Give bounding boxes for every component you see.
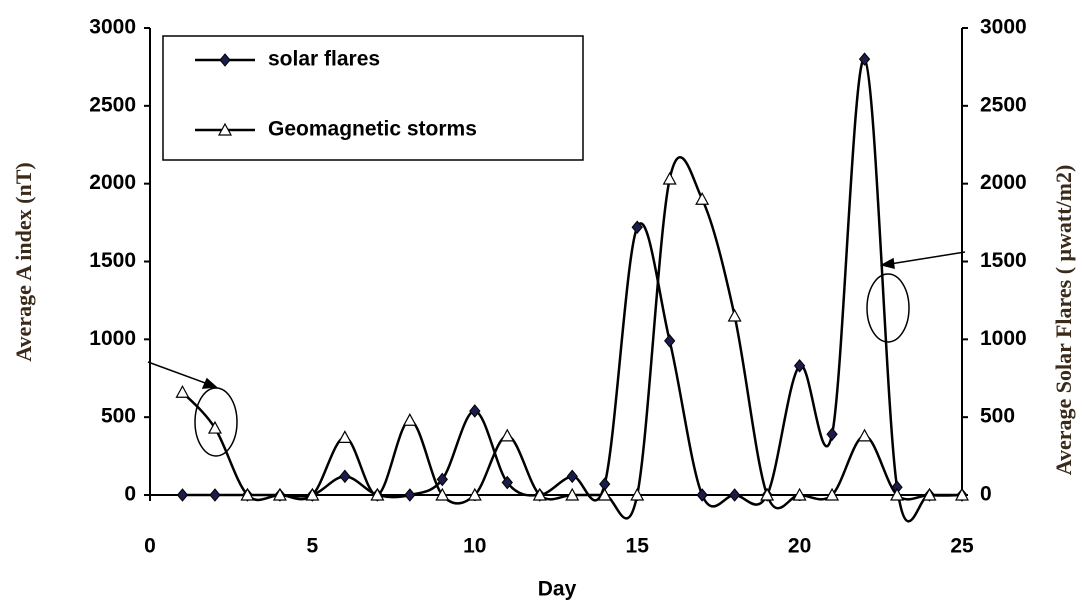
y-tick-label: 3000 [89,16,136,39]
y2-tick-label: 0 [980,483,992,506]
triangle-marker [467,487,482,501]
triangle-marker [337,430,352,444]
y-tick-label: 500 [101,405,136,428]
diamond-marker [501,475,513,490]
x-tick-label: 20 [788,535,811,558]
y-tick-label: 2000 [89,171,136,194]
triangle-marker [217,122,233,136]
diamond-marker [793,359,806,373]
x-tick-label: 15 [626,535,650,558]
legend-box [162,35,584,161]
y-tick-label: 1000 [89,327,136,350]
triangle-marker [402,413,417,426]
annotation-arrow [889,251,966,265]
triangle-marker [922,487,937,501]
x-tick-label: 5 [307,535,319,558]
diamond-marker [631,220,643,235]
triangle-marker [630,487,645,501]
triangle-marker [954,487,970,501]
triangle-marker [792,487,807,501]
triangle-marker [175,385,190,398]
legend-label: solar flares [268,48,380,71]
diamond-marker [404,488,416,502]
diamond-marker [436,472,448,487]
triangle-marker [825,487,840,501]
diamond-marker [339,469,351,484]
diamond-marker [219,53,231,67]
arrowhead [879,257,895,269]
legend-label: Geomagnetic storms [268,118,477,141]
annotation-ellipse [194,387,238,457]
diamond-marker [209,488,221,502]
triangle-marker [532,487,547,501]
y2-tick-label: 1000 [980,327,1027,350]
diamond-marker [826,427,838,442]
x-tick-label: 25 [950,535,974,558]
arrowhead [201,377,218,389]
y2-axis-label: Average Solar Flares ( μwatt/m2) [1051,165,1076,476]
triangle-marker [727,308,742,322]
annotation-arrow [147,361,209,385]
triangle-marker [500,428,515,442]
y-tick-label: 2500 [89,93,136,116]
y2-tick-label: 2000 [980,171,1027,194]
triangle-marker [597,487,612,501]
triangle-marker [305,487,320,501]
triangle-marker [695,191,710,205]
diamond-marker [176,488,189,502]
diamond-marker [664,334,676,348]
triangle-marker [890,487,905,501]
diamond-marker [696,488,708,502]
series-line [181,156,962,520]
diamond-marker [469,404,481,418]
triangle-marker [240,487,255,501]
triangle-marker [435,487,450,501]
diamond-marker [566,469,578,484]
diamond-marker [858,52,871,66]
triangle-marker [760,487,775,501]
triangle-marker [272,487,287,501]
triangle-marker [370,487,385,501]
y-tick-label: 1500 [89,249,136,272]
y2-tick-label: 500 [980,405,1015,428]
triangle-marker [207,420,222,434]
annotations [147,251,966,457]
annotation-ellipse [866,273,910,343]
y2-tick-label: 1500 [980,249,1027,272]
x-axis-label: Day [538,578,577,601]
y-axis-label: Average A index (nT) [11,162,36,361]
triangle-marker [662,171,677,185]
x-tick-label: 0 [144,535,156,558]
triangle-marker [857,428,872,442]
triangle-marker [565,487,580,501]
diamond-marker [728,488,741,502]
y-tick-label: 0 [124,483,136,506]
y2-tick-label: 2500 [980,93,1027,116]
y2-tick-label: 3000 [980,16,1027,39]
x-tick-label: 10 [463,535,486,558]
